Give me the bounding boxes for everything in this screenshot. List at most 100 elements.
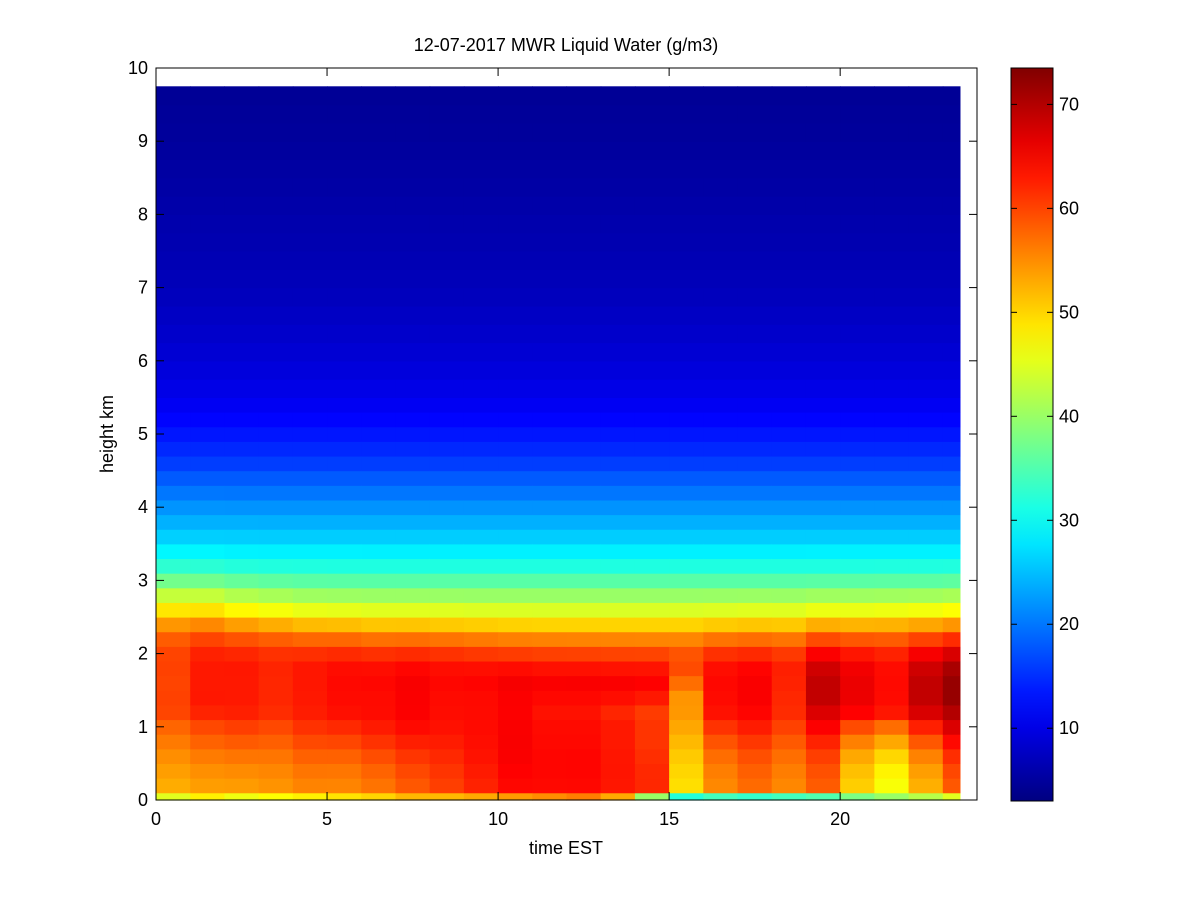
heatmap-cell (634, 177, 670, 197)
heatmap-cell (292, 485, 328, 501)
heatmap-cell (737, 305, 773, 325)
heatmap-cell (532, 441, 568, 457)
heatmap-cell (669, 412, 704, 428)
heatmap-cell (361, 360, 397, 380)
heatmap-cell (703, 360, 739, 380)
heatmap-cell (463, 485, 499, 501)
heatmap-cell (669, 485, 704, 501)
heatmap-cell (190, 748, 226, 764)
heatmap-cell (190, 287, 226, 307)
heatmap-cell (532, 141, 568, 161)
heatmap-cell (429, 360, 465, 380)
heatmap-cell (771, 660, 807, 677)
heatmap-cell (532, 748, 568, 764)
heatmap-cell (498, 792, 533, 801)
heatmap-cell (156, 499, 191, 516)
heatmap-cell (463, 792, 499, 801)
colorbar-ticks: 10 20 30 40 50 60 70 (1011, 94, 1079, 738)
heatmap-cell (669, 159, 704, 179)
heatmap-cell (327, 159, 362, 179)
heatmap-cell (429, 792, 465, 801)
heatmap-cell (258, 587, 294, 603)
heatmap-cell (634, 543, 670, 560)
heatmap-cell (737, 748, 773, 764)
heatmap-cell (224, 514, 260, 530)
heatmap-cell (566, 558, 602, 574)
heatmap-cell (874, 379, 910, 398)
heatmap-cell (908, 617, 944, 633)
heatmap-cell (634, 778, 670, 794)
heatmap-cell (600, 763, 636, 779)
heatmap-cell (669, 660, 704, 677)
heatmap-cell (498, 379, 533, 398)
heatmap-cell (634, 587, 670, 603)
heatmap-cell (703, 470, 739, 486)
heatmap-cell (224, 602, 260, 618)
heatmap-cell (532, 122, 568, 142)
heatmap-cell (498, 631, 533, 647)
heatmap-cell (258, 397, 294, 413)
heatmap-cell (634, 324, 670, 344)
heatmap-cell (908, 177, 944, 197)
heatmap-cell (874, 441, 910, 457)
heatmap-cell (327, 251, 362, 270)
heatmap-cell (737, 514, 773, 530)
heatmap-cell (292, 719, 328, 735)
heatmap-cell (634, 196, 670, 215)
heatmap-cell (258, 514, 294, 530)
heatmap-cell (190, 529, 226, 545)
heatmap-cell (292, 159, 328, 179)
heatmap-cell (669, 104, 704, 124)
heatmap-cell (874, 631, 910, 647)
heatmap-cell (771, 631, 807, 647)
heatmap-cell (429, 104, 465, 124)
heatmap-cell (156, 543, 191, 560)
chart-title: 12-07-2017 MWR Liquid Water (g/m3) (414, 35, 718, 55)
heatmap-cell (874, 470, 910, 486)
heatmap-cell (463, 104, 499, 124)
heatmap-cell (361, 558, 397, 574)
heatmap-cell (395, 159, 431, 179)
heatmap-cell (703, 379, 739, 398)
heatmap-cell (190, 602, 226, 618)
heatmap-cell (532, 342, 568, 362)
heatmap-cell (327, 778, 362, 794)
heatmap-cell (703, 631, 739, 647)
heatmap-cell (737, 196, 773, 215)
heatmap-cell (429, 86, 465, 106)
heatmap-cell (258, 617, 294, 633)
heatmap-cell (532, 232, 568, 252)
heatmap-cell (942, 232, 961, 252)
heatmap-cell (532, 196, 568, 215)
heatmap-cell (190, 792, 226, 801)
heatmap-cell (463, 763, 499, 779)
heatmap-cell (737, 690, 773, 706)
heatmap-cell (395, 573, 431, 589)
heatmap-cell (942, 177, 961, 197)
heatmap-cell (703, 485, 739, 501)
heatmap-cell (498, 734, 533, 750)
heatmap-cell (463, 602, 499, 618)
heatmap-cell (600, 305, 636, 325)
heatmap-cell (258, 499, 294, 516)
heatmap-cell (190, 86, 226, 106)
heatmap-cell (532, 159, 568, 179)
heatmap-cell (634, 734, 670, 750)
heatmap-cell (908, 232, 944, 252)
heatmap-cell (840, 646, 875, 662)
heatmap-cell (737, 342, 773, 362)
heatmap-cell (361, 792, 397, 801)
heatmap-cell (908, 269, 944, 289)
heatmap-cell (600, 342, 636, 362)
heatmap-cell (737, 251, 773, 270)
heatmap-cell (361, 86, 397, 106)
heatmap-cell (771, 690, 807, 706)
heatmap-cell (395, 660, 431, 677)
heatmap-cell (361, 177, 397, 197)
heatmap-cell (361, 455, 397, 472)
heatmap-cell (327, 269, 362, 289)
heatmap-cell (942, 792, 961, 801)
heatmap-cell (600, 251, 636, 270)
heatmap-cell (498, 602, 533, 618)
